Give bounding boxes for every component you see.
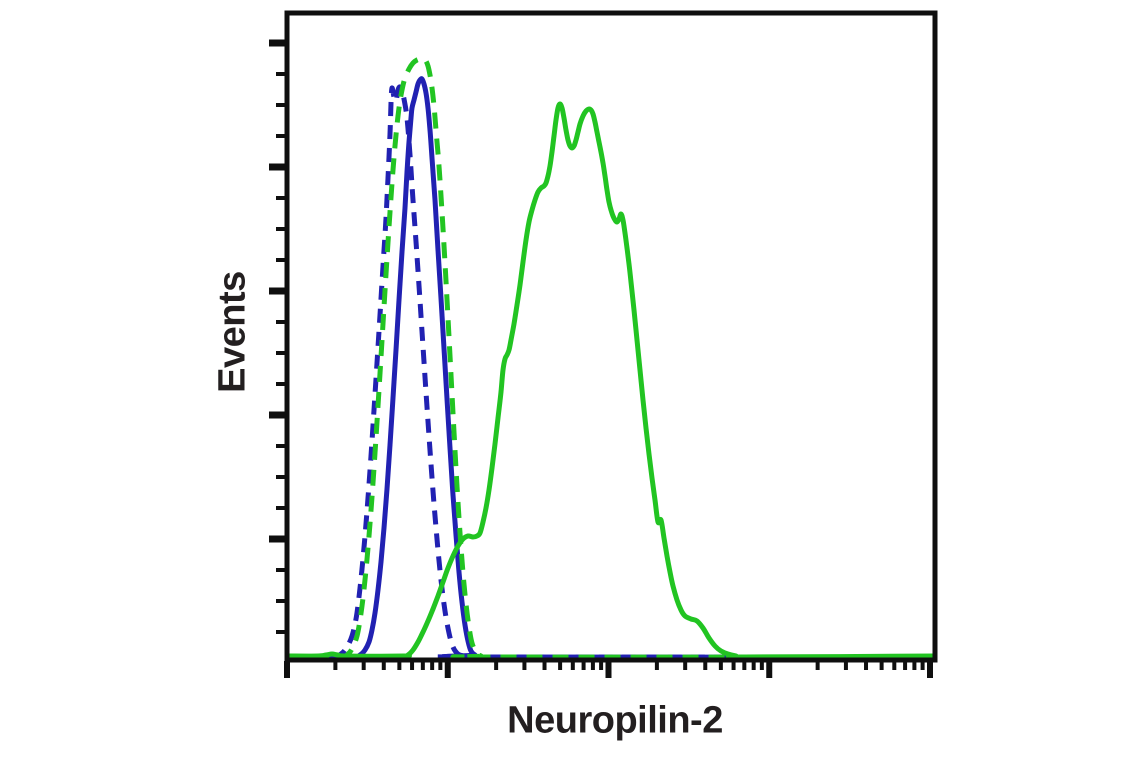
plot-border bbox=[284, 10, 938, 663]
curve-green-solid bbox=[286, 101, 936, 660]
curve-green-dashed bbox=[286, 56, 936, 660]
curve-blue-solid bbox=[286, 76, 936, 660]
y-axis-ticks bbox=[269, 39, 286, 634]
curve-blue-dashed bbox=[286, 84, 936, 660]
y-axis-label: Events bbox=[211, 271, 254, 393]
x-axis-ticks bbox=[284, 661, 933, 678]
x-axis-label: Neuropilin-2 bbox=[507, 699, 723, 742]
